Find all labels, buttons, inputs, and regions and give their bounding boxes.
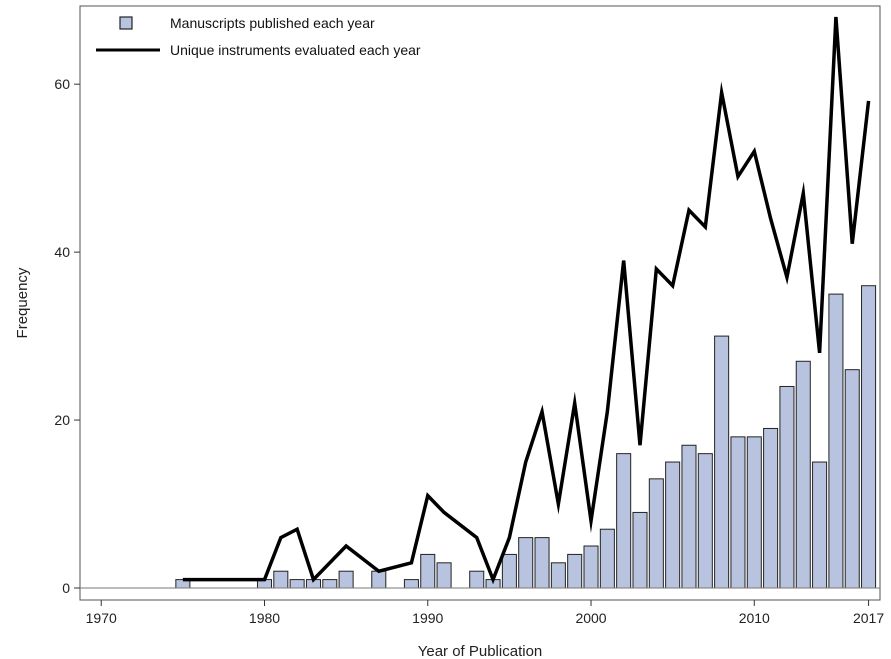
bar-2009 bbox=[730, 436, 746, 589]
legend: Manuscripts published each year Unique i… bbox=[96, 15, 421, 58]
bar-2001 bbox=[599, 528, 615, 589]
bar-1991 bbox=[436, 562, 452, 589]
bar-2005 bbox=[665, 461, 681, 589]
bar-1998 bbox=[550, 562, 566, 589]
bar-1984 bbox=[322, 579, 338, 589]
x-tick-label-2000: 2000 bbox=[575, 610, 606, 626]
x-tick-label-1980: 1980 bbox=[249, 610, 280, 626]
legend-bar-swatch bbox=[119, 16, 133, 30]
bar-2017 bbox=[861, 285, 877, 589]
bar-2016 bbox=[844, 369, 860, 589]
bar-1995 bbox=[501, 553, 517, 589]
y-axis: 0 20 40 60 bbox=[54, 76, 80, 596]
bar-1993 bbox=[469, 570, 485, 589]
bar-2011 bbox=[763, 427, 779, 589]
x-tick-label-1990: 1990 bbox=[412, 610, 443, 626]
bar-1990 bbox=[420, 553, 436, 589]
bar-2006 bbox=[681, 444, 697, 589]
bar-2008 bbox=[714, 335, 730, 589]
plot-area bbox=[79, 5, 881, 601]
bar-2003 bbox=[632, 511, 648, 589]
bar-2012 bbox=[779, 385, 795, 589]
x-axis: 1970 1980 1990 2000 2010 2017 bbox=[86, 600, 884, 626]
bar-2000 bbox=[583, 545, 599, 589]
y-tick-label-40: 40 bbox=[54, 244, 70, 260]
bar-series bbox=[175, 285, 877, 589]
legend-line-label: Unique instruments evaluated each year bbox=[170, 42, 421, 58]
bar-2015 bbox=[828, 293, 844, 589]
bar-2013 bbox=[795, 360, 811, 589]
y-tick-label-20: 20 bbox=[54, 412, 70, 428]
bar-1982 bbox=[289, 579, 305, 589]
bar-1987 bbox=[371, 570, 387, 589]
bar-2007 bbox=[697, 453, 713, 589]
y-axis-label: Frequency bbox=[14, 267, 31, 338]
bar-1985 bbox=[338, 570, 354, 589]
bar-1989 bbox=[403, 579, 419, 589]
bar-1999 bbox=[567, 553, 583, 589]
x-axis-label: Year of Publication bbox=[418, 643, 543, 659]
y-tick-label-0: 0 bbox=[62, 580, 70, 596]
bar-2002 bbox=[616, 453, 632, 589]
x-tick-label-1970: 1970 bbox=[86, 610, 117, 626]
x-tick-label-2010: 2010 bbox=[739, 610, 770, 626]
bar-1996 bbox=[518, 537, 534, 589]
bar-1997 bbox=[534, 537, 550, 589]
bar-2004 bbox=[648, 478, 664, 589]
y-tick-label-60: 60 bbox=[54, 76, 70, 92]
legend-bar-label: Manuscripts published each year bbox=[170, 15, 375, 31]
x-tick-label-2017: 2017 bbox=[853, 610, 884, 626]
instruments-line bbox=[182, 16, 871, 585]
bar-2014 bbox=[812, 461, 828, 589]
bar-2010 bbox=[746, 436, 762, 589]
bar-1981 bbox=[273, 570, 289, 589]
line-series bbox=[182, 16, 871, 585]
